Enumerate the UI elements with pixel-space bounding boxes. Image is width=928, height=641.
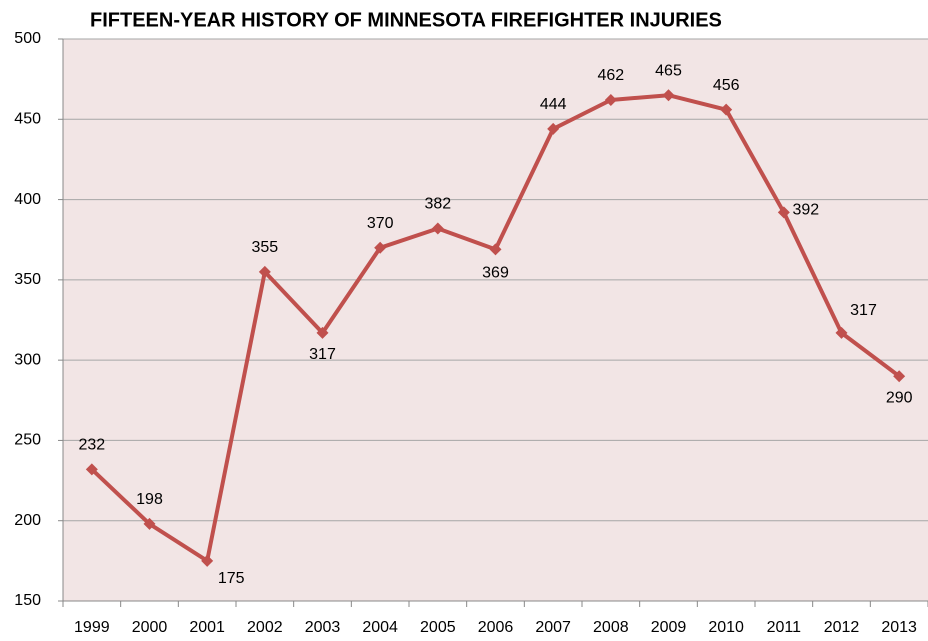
data-label: 465 [655, 62, 682, 79]
marker [85, 463, 98, 476]
x-tick-label: 2005 [420, 619, 456, 636]
marker [143, 517, 156, 530]
x-tick-label: 2009 [651, 619, 687, 636]
chart-title: FIFTEEN-YEAR HISTORY OF MINNESOTA FIREFI… [90, 9, 722, 31]
x-tick-label: 1999 [74, 619, 110, 636]
y-tick-label: 150 [14, 592, 41, 609]
data-label: 370 [367, 215, 394, 232]
marker [201, 554, 214, 567]
marker [835, 326, 848, 339]
marker [893, 370, 906, 383]
data-label: 382 [424, 196, 451, 213]
x-tick-label: 2007 [535, 619, 571, 636]
x-tick-label: 2013 [881, 619, 917, 636]
x-tick-label: 2012 [824, 619, 860, 636]
marker [374, 241, 387, 254]
data-label: 175 [218, 570, 245, 587]
y-tick-label: 350 [14, 271, 41, 288]
marker [662, 89, 675, 102]
x-tick-label: 2001 [189, 619, 225, 636]
y-tick-label: 300 [14, 351, 41, 368]
data-label: 369 [482, 265, 509, 282]
marker [258, 265, 271, 278]
marker [547, 122, 560, 135]
y-tick-label: 200 [14, 512, 41, 529]
x-tick-label: 2006 [478, 619, 514, 636]
data-label: 456 [713, 77, 740, 94]
x-tick-label: 2002 [247, 619, 283, 636]
marker [489, 243, 502, 256]
marker [604, 94, 617, 107]
data-label: 355 [251, 239, 278, 256]
data-label: 290 [886, 389, 913, 406]
marker [316, 326, 329, 339]
x-tick-label: 2000 [132, 619, 168, 636]
y-tick-label: 400 [14, 191, 41, 208]
plot-area [63, 39, 928, 601]
data-label: 317 [850, 302, 877, 319]
marker [720, 103, 733, 116]
data-label: 392 [792, 202, 819, 219]
data-label: 462 [597, 67, 624, 84]
x-tick-label: 2010 [708, 619, 744, 636]
data-label: 198 [136, 491, 163, 508]
y-tick-label: 500 [14, 30, 41, 47]
x-tick-label: 2011 [767, 619, 802, 636]
x-tick-label: 2004 [362, 619, 398, 636]
x-tick-label: 2003 [305, 619, 341, 636]
data-label: 232 [78, 437, 105, 454]
data-label: 317 [309, 346, 336, 363]
data-label: 444 [540, 96, 567, 113]
marker [431, 222, 444, 235]
marker [777, 206, 790, 219]
y-tick-label: 450 [14, 111, 41, 128]
x-tick-label: 2008 [593, 619, 629, 636]
y-tick-label: 250 [14, 432, 41, 449]
